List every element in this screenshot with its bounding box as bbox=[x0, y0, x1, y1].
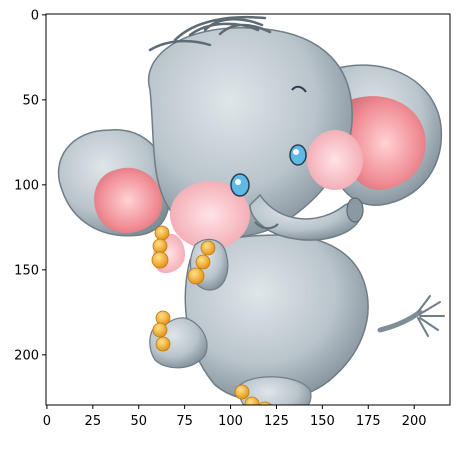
y-tick-label: 150 bbox=[14, 263, 39, 278]
x-tick-label: 25 bbox=[85, 414, 102, 429]
y-tick-label: 50 bbox=[22, 93, 39, 108]
x-tick-label: 50 bbox=[130, 414, 147, 429]
x-tick-label: 175 bbox=[356, 414, 381, 429]
y-axis: 0 50 100 150 200 bbox=[14, 8, 46, 363]
x-tick-label: 0 bbox=[43, 414, 51, 429]
x-tick-label: 150 bbox=[310, 414, 335, 429]
elephant-image bbox=[46, 14, 450, 405]
y-tick-label: 0 bbox=[31, 8, 39, 23]
x-tick-label: 100 bbox=[218, 414, 243, 429]
x-tick-label: 75 bbox=[176, 414, 193, 429]
x-tick-label: 200 bbox=[402, 414, 427, 429]
axes-frame bbox=[45, 13, 451, 406]
x-tick-label: 125 bbox=[264, 414, 289, 429]
y-tick-label: 200 bbox=[14, 348, 39, 363]
x-axis: 0 25 50 75 100 125 150 175 200 bbox=[43, 405, 427, 429]
y-tick-label: 100 bbox=[14, 178, 39, 193]
